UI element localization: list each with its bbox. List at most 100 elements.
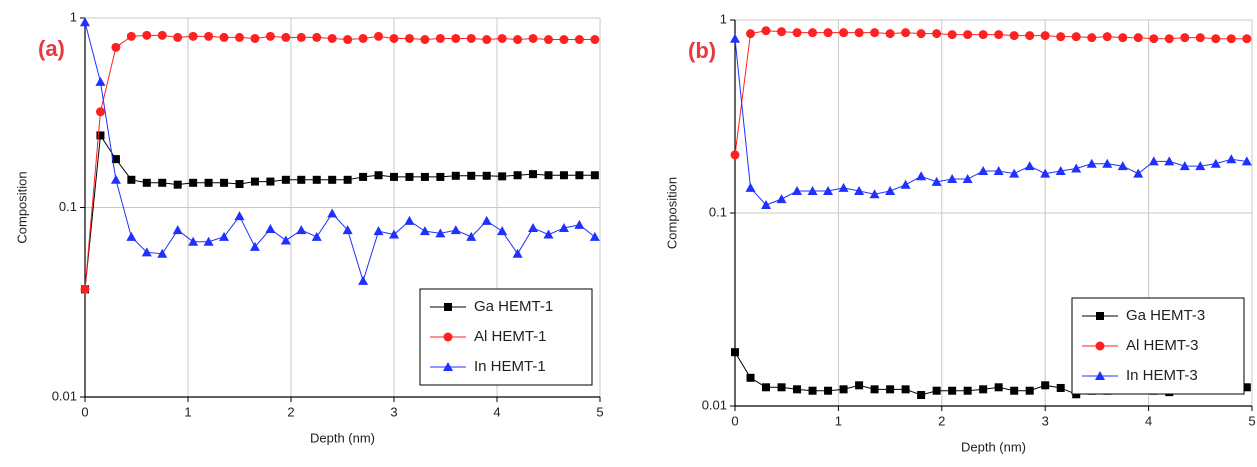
y-tick-label: 1 (70, 9, 77, 24)
marker (296, 225, 307, 235)
marker (916, 171, 927, 181)
y-tick-label: 0.1 (59, 199, 77, 214)
marker (451, 171, 460, 180)
marker (435, 228, 446, 238)
marker (220, 178, 229, 187)
marker (886, 385, 895, 394)
marker (142, 178, 151, 187)
marker (111, 42, 121, 52)
marker (173, 180, 182, 189)
marker (343, 175, 352, 184)
marker (528, 33, 538, 43)
x-tick-label: 5 (1248, 413, 1255, 428)
marker (111, 155, 120, 164)
marker (947, 30, 957, 40)
marker (281, 32, 291, 42)
marker (443, 332, 453, 342)
marker (127, 175, 136, 184)
marker (389, 33, 399, 43)
marker (513, 171, 522, 180)
marker (374, 31, 384, 41)
marker (219, 231, 230, 241)
marker (978, 166, 989, 176)
marker (466, 33, 476, 43)
marker (1010, 386, 1019, 395)
marker (1009, 168, 1020, 178)
annotation: (a) (38, 36, 65, 61)
legend: Ga HEMT-1 Al HEMT-1 In HEMT-1 (419, 288, 593, 386)
marker (96, 131, 105, 140)
series-line (734, 30, 1247, 155)
marker (1071, 163, 1082, 173)
legend-label: Ga HEMT-3 (1126, 307, 1205, 324)
marker (1211, 34, 1221, 44)
axis-line (84, 18, 600, 398)
marker (1148, 156, 1159, 166)
marker (824, 386, 833, 395)
marker (250, 33, 260, 43)
marker (528, 222, 539, 232)
marker (559, 35, 569, 45)
marker (746, 373, 755, 382)
marker (512, 248, 523, 258)
marker (885, 186, 896, 196)
plot: 0 1 2 3 4 5 0.01 0.1 1 Depth (nm) Composition (a) (14, 9, 603, 445)
marker (761, 26, 771, 36)
marker (1009, 31, 1019, 41)
marker (870, 28, 880, 38)
marker (358, 275, 369, 285)
marker (590, 35, 600, 45)
marker (792, 186, 803, 196)
marker (126, 231, 137, 241)
marker (839, 28, 849, 38)
marker (870, 385, 879, 394)
marker (358, 33, 368, 43)
marker (296, 32, 306, 42)
series-line (734, 38, 1247, 206)
marker (419, 226, 430, 236)
marker (1040, 168, 1051, 178)
marker (932, 29, 942, 39)
marker (993, 166, 1004, 176)
marker (95, 76, 106, 86)
marker (1040, 31, 1050, 41)
legend-label: Al HEMT-3 (1126, 337, 1199, 354)
marker (1096, 312, 1104, 320)
marker (373, 226, 384, 236)
marker (142, 30, 152, 40)
marker (482, 171, 491, 180)
marker (266, 177, 275, 186)
marker (265, 31, 275, 41)
marker (95, 107, 105, 117)
marker (342, 225, 353, 235)
marker (1179, 161, 1190, 171)
x-tick-label: 1 (835, 413, 842, 428)
marker (466, 231, 477, 241)
marker (838, 182, 849, 192)
marker (839, 385, 848, 394)
marker (265, 224, 276, 234)
marker (1025, 386, 1034, 395)
marker (450, 225, 461, 235)
marker (435, 33, 445, 43)
marker (543, 229, 554, 239)
y-axis-label: Composition (14, 171, 29, 243)
marker (589, 231, 600, 241)
marker (979, 385, 988, 394)
marker (1210, 158, 1221, 168)
marker (1025, 31, 1035, 41)
x-tick-label: 0 (81, 404, 88, 419)
marker (188, 31, 198, 41)
marker (126, 31, 136, 41)
marker (312, 32, 322, 42)
marker (900, 179, 911, 189)
marker (1226, 154, 1237, 164)
marker (574, 35, 584, 45)
marker (420, 35, 430, 45)
marker (498, 172, 507, 181)
marker (807, 186, 818, 196)
x-axis-label: Depth (nm) (310, 430, 375, 445)
legend-label: Ga HEMT-1 (474, 298, 553, 315)
marker (157, 248, 168, 258)
marker (1195, 161, 1206, 171)
